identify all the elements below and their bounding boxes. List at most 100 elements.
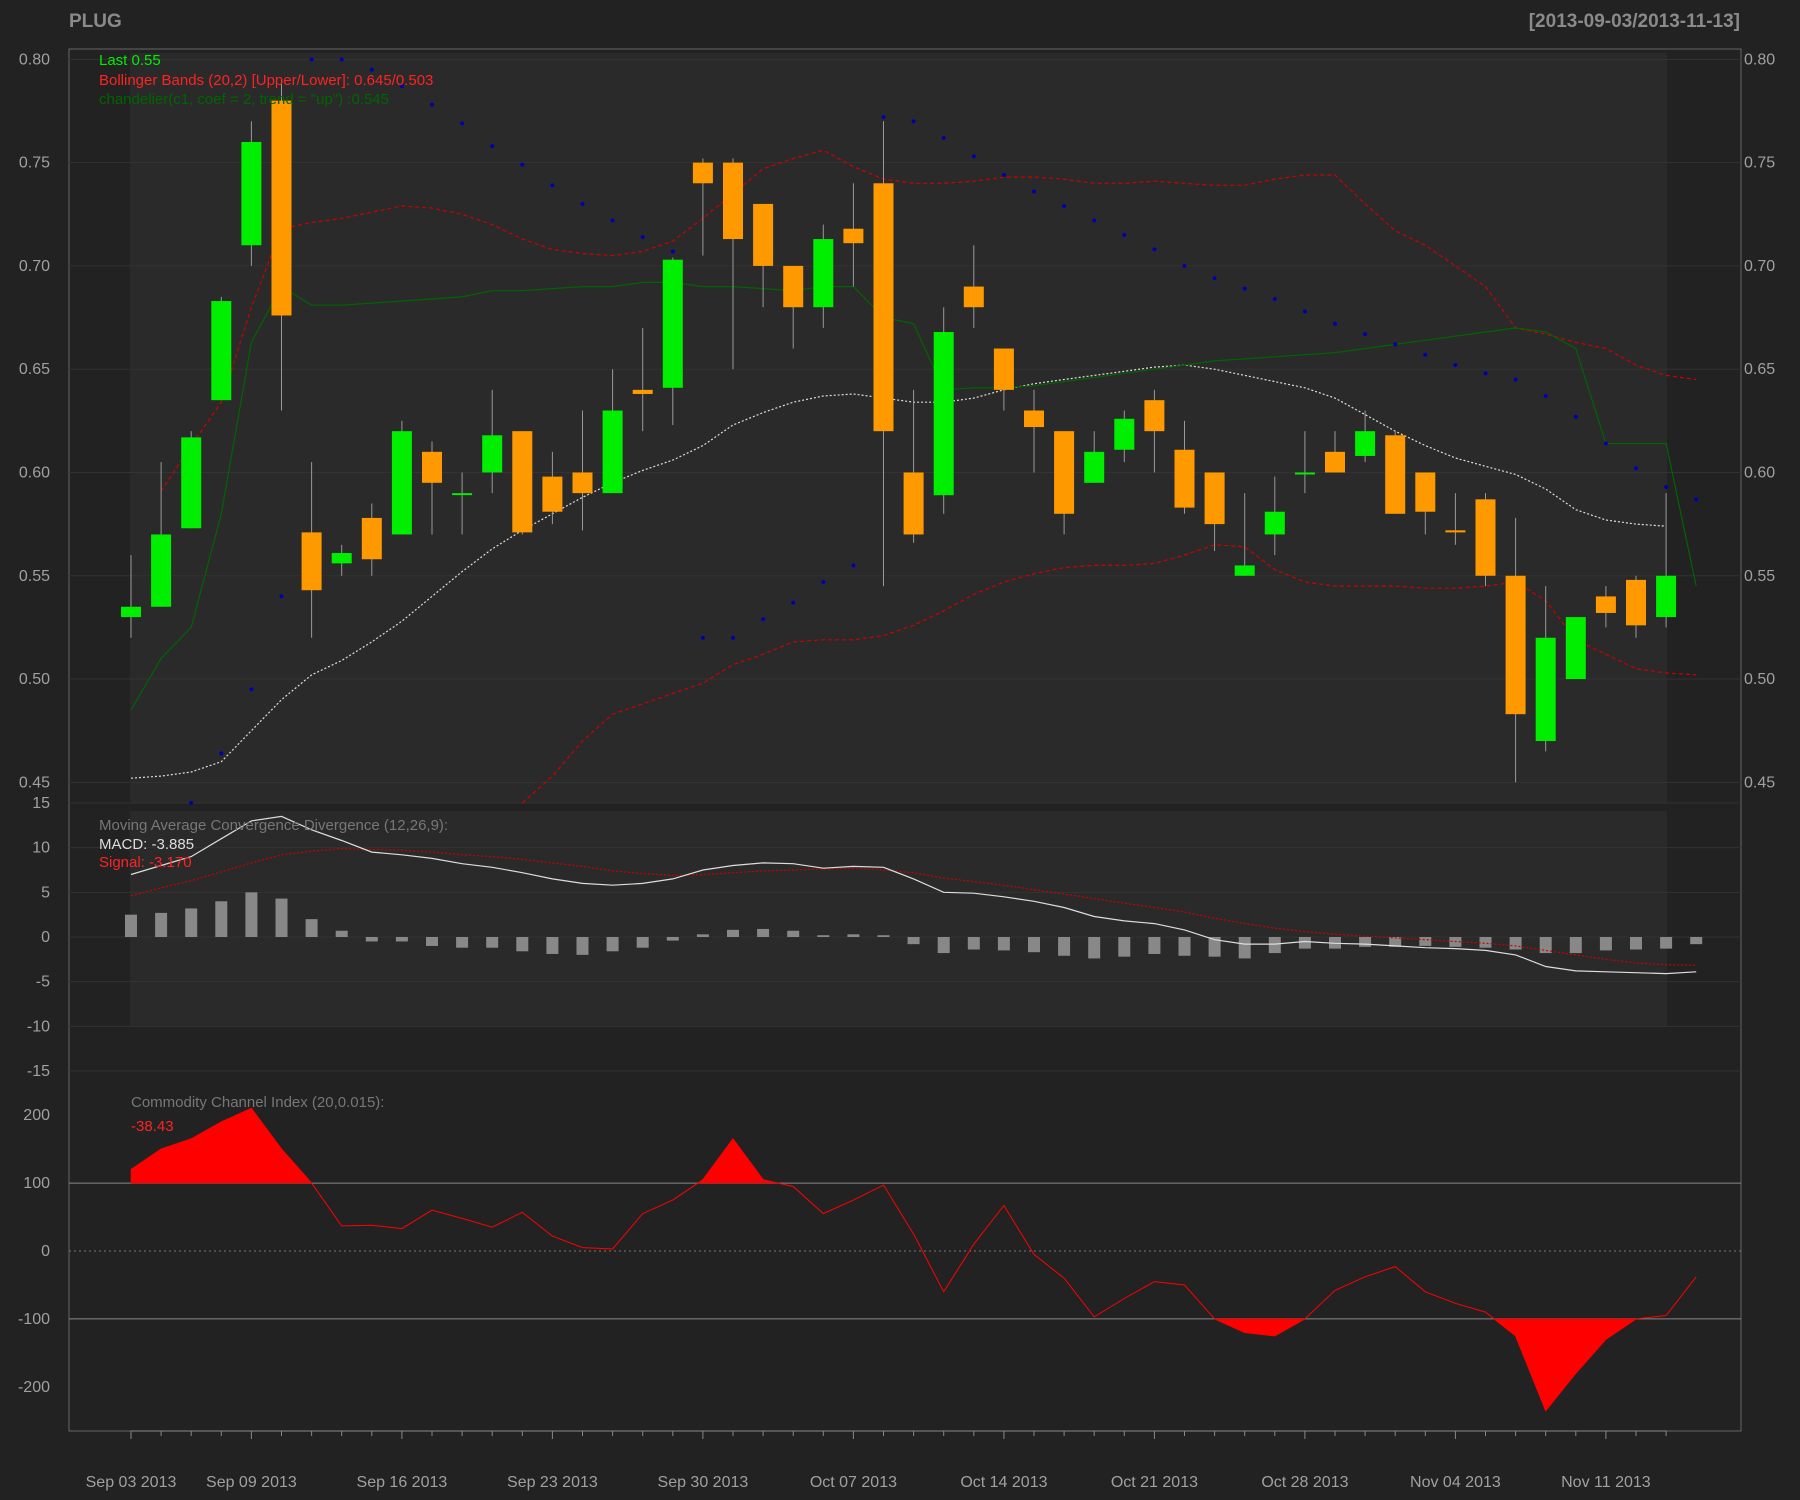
macd-histogram-bar — [1569, 937, 1582, 954]
price-y-tick-left: 0.60 — [19, 464, 50, 481]
candle-body — [121, 606, 141, 618]
sar-point — [821, 579, 826, 584]
sar-point — [1092, 218, 1097, 223]
symbol-title: PLUG — [69, 11, 122, 32]
macd-histogram-bar — [757, 928, 770, 937]
axis-layer: 0.80 0.80 0.75 0.75 0.70 0.70 0.65 0.65 0.60 0.60… — [18, 51, 1775, 1491]
legend-last: Last 0.55 — [99, 52, 161, 69]
cci-line — [130, 1107, 1697, 1412]
chandelier-line — [130, 281, 1697, 711]
grid — [69, 53, 1741, 1320]
candle-body — [1024, 410, 1044, 428]
macd-y-tick: 5 — [41, 884, 50, 901]
macd-histogram-bar — [1208, 937, 1221, 957]
sar-point — [1272, 296, 1277, 301]
candle-body — [783, 265, 804, 308]
sar-point — [670, 249, 675, 254]
macd-histogram-bar — [1359, 937, 1372, 947]
macd-histogram-bar — [1630, 937, 1642, 950]
legend-macd-value: MACD: -3.885 — [99, 836, 194, 853]
price-y-tick-left: 0.80 — [19, 51, 50, 68]
sar-point — [640, 234, 645, 239]
macd-y-tick: 10 — [32, 840, 50, 857]
sar-point — [1062, 203, 1067, 208]
cci-y-tick: 200 — [23, 1107, 50, 1124]
sar-point — [1302, 309, 1307, 314]
sar-point — [941, 135, 946, 140]
cci-layer — [130, 1107, 1697, 1412]
sar-point — [1032, 189, 1036, 194]
candle-body — [1475, 499, 1496, 576]
candle-body — [1234, 565, 1255, 576]
macd-histogram-bar — [335, 930, 348, 937]
candle-body — [1204, 472, 1225, 525]
macd-histogram-bar — [787, 930, 800, 937]
sar-point — [1694, 497, 1699, 502]
sar-point — [1483, 371, 1488, 376]
candle-body — [903, 472, 924, 535]
sar-point — [971, 154, 976, 159]
sar-point — [851, 563, 856, 568]
macd-y-tick: -15 — [27, 1063, 50, 1080]
candle-body — [753, 203, 774, 266]
legend-macd-title: Moving Average Convergence Divergence (1… — [99, 817, 448, 834]
macd-histogram-bar — [1178, 937, 1191, 956]
macd-histogram-bar — [185, 908, 198, 937]
sar-point — [700, 635, 705, 640]
x-tick-label: Sep 09 2013 — [206, 1474, 297, 1491]
macd-y-tick: 15 — [32, 795, 50, 812]
candle-body — [873, 183, 894, 432]
macd-histogram-bar — [155, 912, 168, 937]
candle-body — [422, 451, 442, 483]
candle-body — [1626, 579, 1646, 626]
sar-point — [369, 67, 374, 72]
sar-point — [219, 751, 224, 756]
candle-body — [813, 239, 834, 308]
cci-y-tick: -200 — [18, 1379, 50, 1396]
price-y-tick-right: 0.55 — [1744, 568, 1775, 585]
sar-point — [399, 84, 404, 89]
macd-histogram-bar — [817, 935, 830, 937]
macd-histogram-bar — [516, 937, 529, 952]
macd-histogram-bar — [997, 937, 1010, 951]
macd-histogram-bar — [847, 934, 860, 937]
sar-point — [731, 635, 735, 640]
macd-histogram-bar — [275, 898, 288, 937]
sar-point — [580, 201, 585, 206]
price-y-tick-left: 0.70 — [19, 258, 50, 275]
sar-point — [520, 162, 525, 167]
x-tick-label: Nov 04 2013 — [1410, 1474, 1501, 1491]
sar-point — [610, 218, 615, 223]
macd-histogram-bar — [365, 937, 378, 942]
sar-point — [490, 144, 495, 149]
candle-body — [1595, 596, 1616, 613]
signal-line — [130, 847, 1697, 966]
macd-histogram-bar — [606, 937, 619, 952]
sar-point — [911, 119, 916, 124]
candle-body — [723, 162, 743, 240]
price-y-tick-right: 0.50 — [1744, 671, 1775, 688]
x-tick-label: Oct 28 2013 — [1261, 1474, 1348, 1491]
candle-body — [542, 476, 563, 512]
candle-body — [1264, 511, 1285, 535]
candle-body — [512, 431, 533, 533]
price-y-tick-left: 0.50 — [19, 671, 50, 688]
date-range: [2013-09-03/2013-11-13] — [1529, 11, 1740, 32]
legend-chandelier: chandelier(c1, coef = 2, trend = "up") :… — [99, 91, 389, 108]
x-tick-label: Sep 03 2013 — [86, 1474, 177, 1491]
price-y-tick-right: 0.60 — [1744, 464, 1775, 481]
sar-point — [1393, 342, 1398, 347]
candle-body — [632, 389, 653, 394]
macd-histogram-bar — [1660, 937, 1673, 949]
candle-body — [572, 472, 593, 494]
price-y-tick-right: 0.80 — [1744, 51, 1775, 68]
sar-point — [1001, 173, 1006, 178]
x-tick-label: Sep 23 2013 — [507, 1474, 598, 1491]
sar-point — [1423, 352, 1428, 357]
macd-histogram-bar — [1479, 937, 1492, 948]
macd-histogram-bar — [1268, 937, 1281, 954]
price-y-tick-left: 0.45 — [19, 774, 50, 791]
macd-histogram-bar — [696, 934, 709, 937]
x-tick-label: Oct 21 2013 — [1111, 1474, 1198, 1491]
